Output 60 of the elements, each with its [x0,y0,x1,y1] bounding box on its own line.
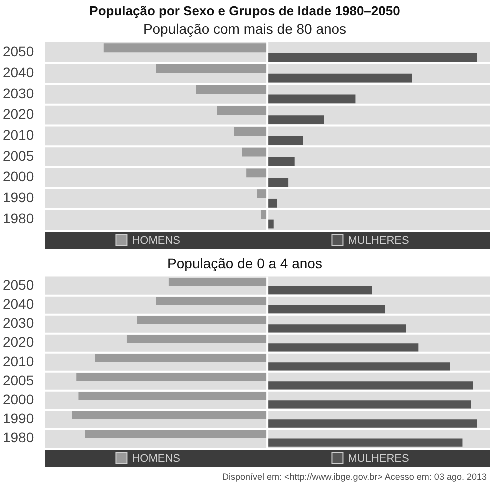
y-tick-label: 2010 [2,353,34,370]
bar [268,382,474,390]
bar [96,354,268,362]
y-tick-label: 1980 [2,210,34,226]
bar [85,430,268,438]
y-tick-label: 2005 [2,148,34,164]
bar [156,64,268,74]
legend-label: MULHERES [348,235,410,248]
y-tick-label: 2020 [2,106,34,122]
y-tick-label: 2010 [2,127,34,144]
bar [268,198,278,208]
y-tick-label: 2005 [2,372,34,388]
bar [268,362,450,371]
y-tick-label: 2000 [2,391,34,408]
bar [268,74,412,83]
bar [268,400,472,409]
y-tick-label: 2040 [2,64,34,81]
chart-title: População por Sexo e Grupos de Idade 1980–2050 [90,3,400,18]
y-tick-label: 2020 [2,334,34,350]
y-tick-label: 2050 [2,44,34,60]
y-tick-label: 2030 [2,315,34,332]
chart-subtitle: População com mais de 80 anos [143,20,347,37]
y-tick-label: 1980 [2,429,34,446]
bar [242,148,268,157]
chart-title: População de 0 a 4 anos [168,255,322,272]
bar [72,411,268,420]
bar [104,44,268,53]
bar [246,168,268,178]
bar [268,438,463,447]
bar [268,324,406,333]
bar [268,178,289,188]
y-tick-label: 1990 [2,410,34,426]
bar [268,94,356,104]
y-tick-label: 2030 [2,85,34,102]
bar [234,127,268,136]
bar [268,344,419,352]
bar [268,420,478,428]
y-tick-label: 2000 [2,168,34,185]
bar [168,278,268,286]
text: Disponível em: <http://www.ibge.gov.br> Acesso em: 03 ago. 2013 [222,471,488,484]
y-tick-label: 1990 [2,190,34,206]
bar [268,157,295,166]
legend-label: MULHERES [348,453,410,466]
bar [268,116,324,124]
y-tick-label: 2040 [2,296,34,312]
bar [268,53,478,62]
bar [137,316,268,324]
legend-label: HOMENS [132,453,180,466]
legend-label: HOMENS [132,235,180,248]
bar [156,296,268,306]
bar [126,335,268,344]
bar [268,136,304,146]
bar [76,373,268,382]
bar [257,190,268,198]
bar [268,286,372,295]
bar [78,392,268,400]
bar [196,85,268,94]
bar [217,106,268,116]
bar [268,306,386,314]
y-tick-label: 2050 [2,277,34,294]
